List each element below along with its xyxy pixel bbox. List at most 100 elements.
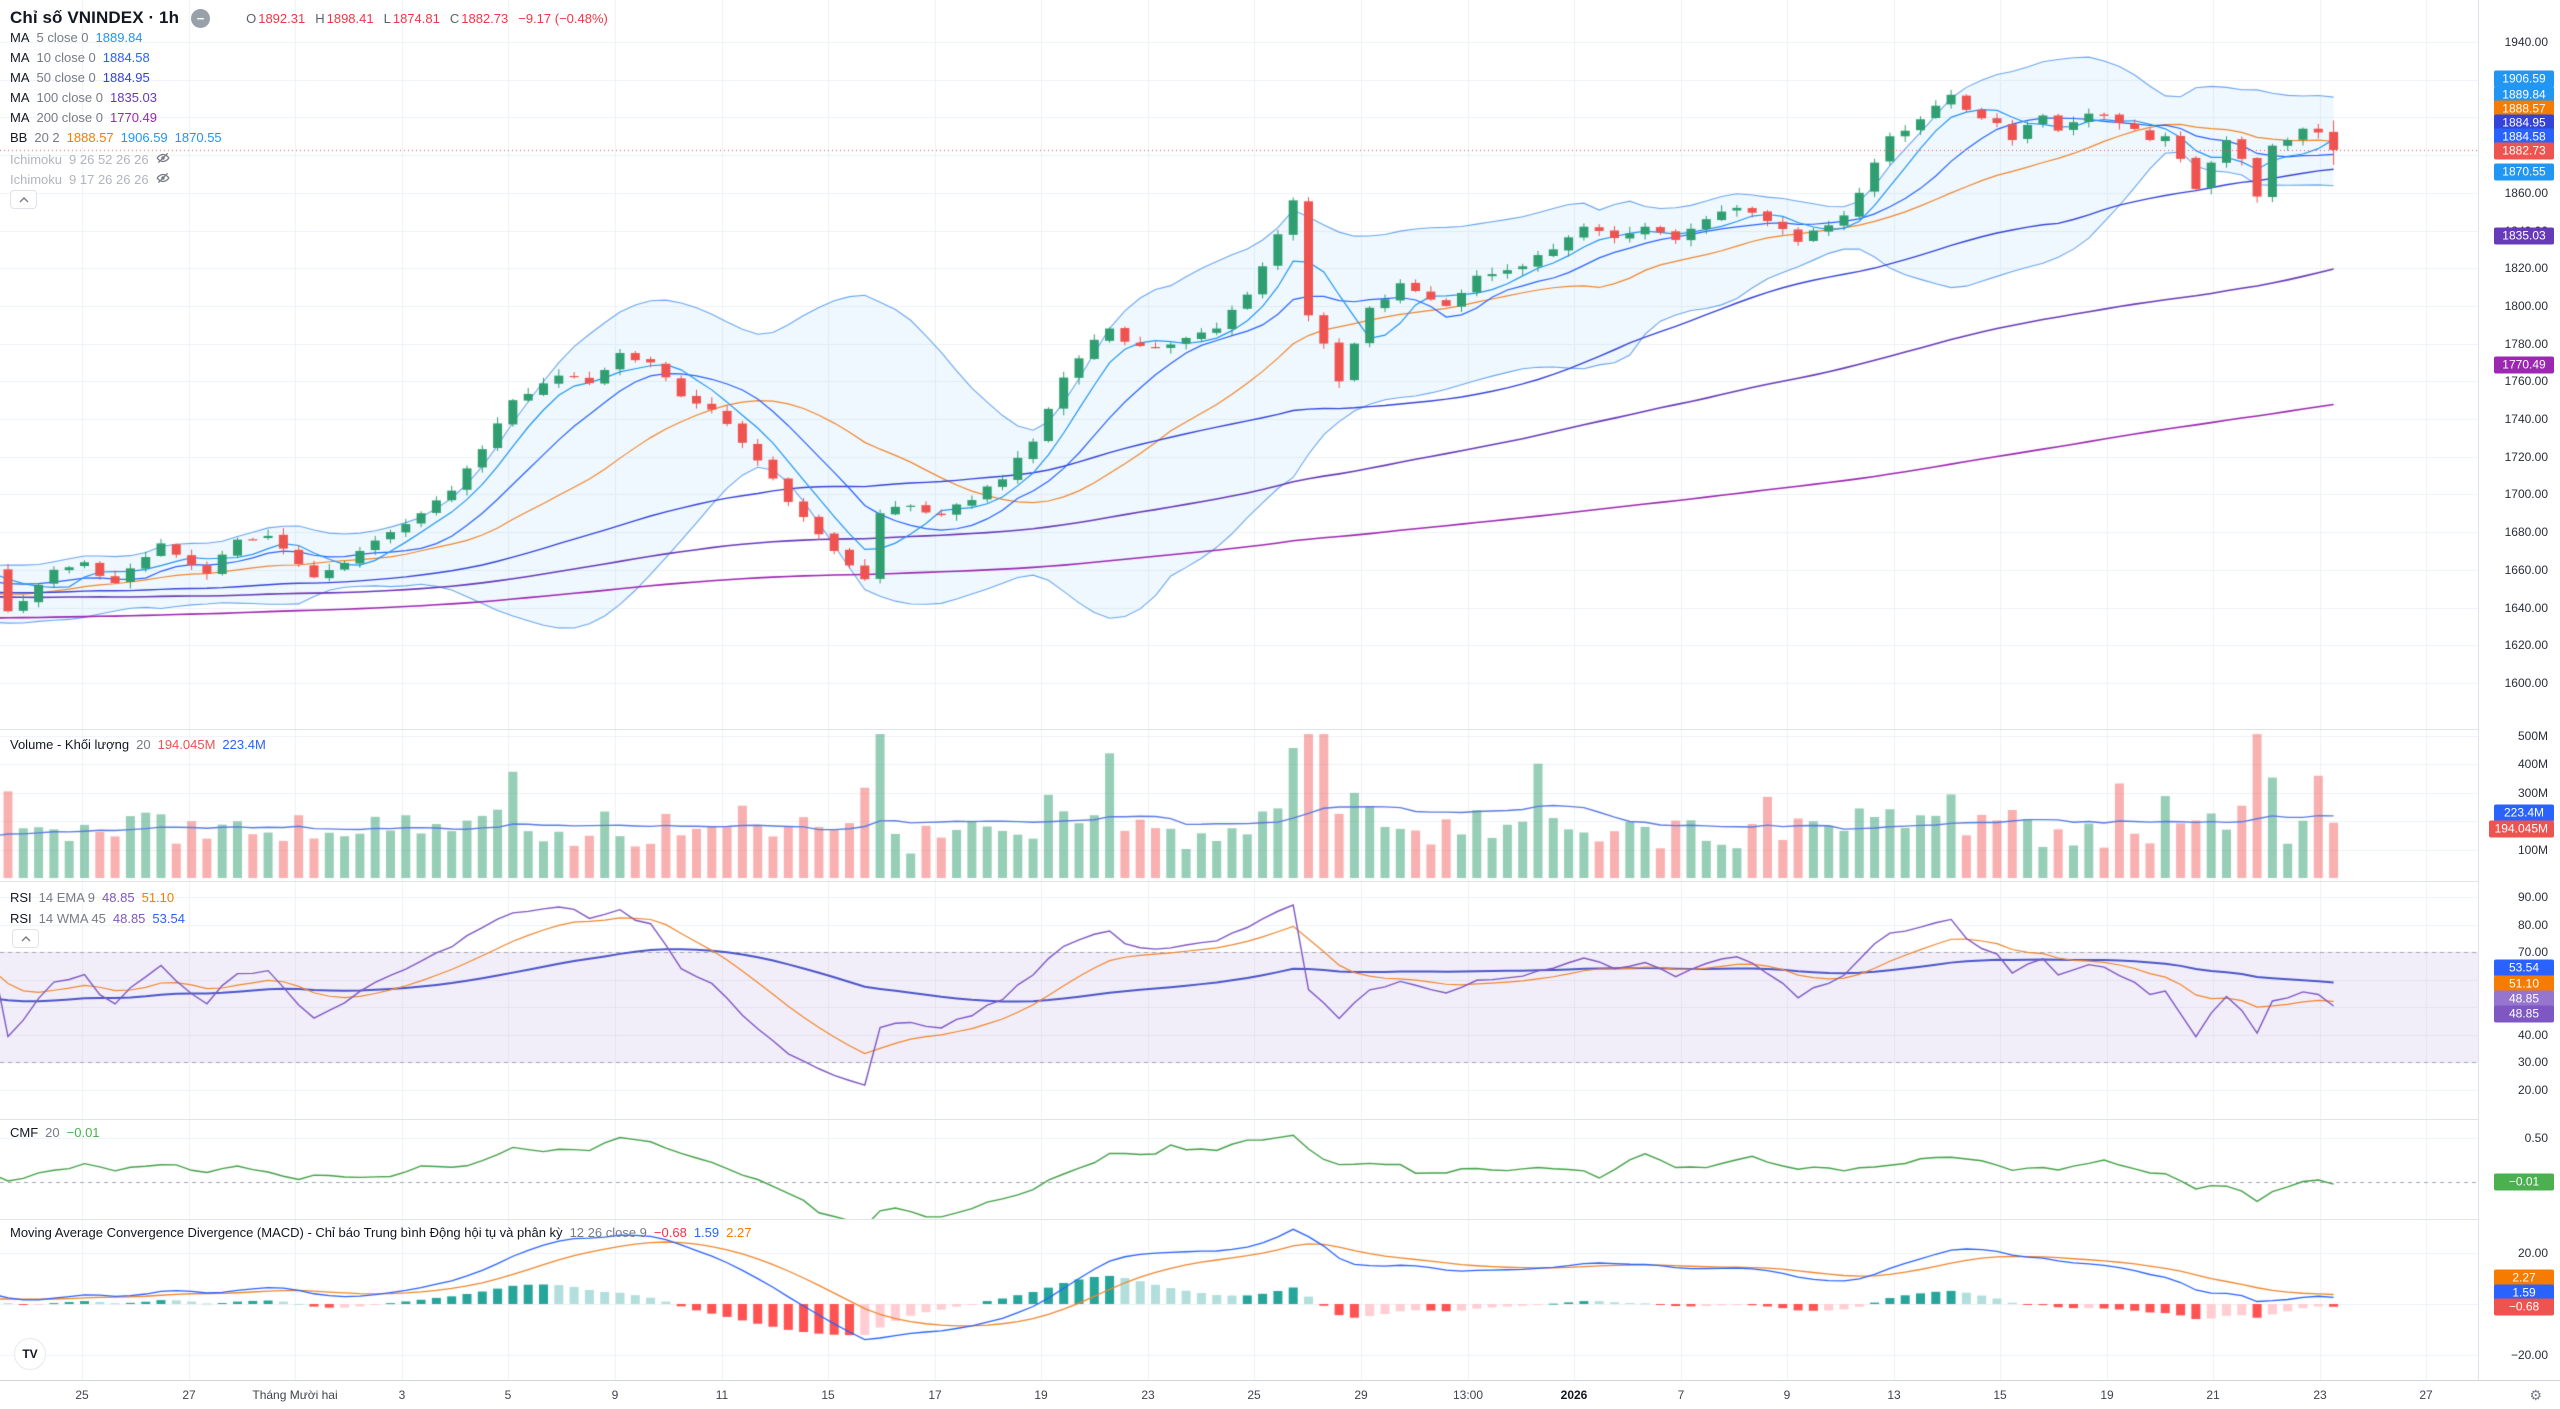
- indicator-params: 20: [45, 1125, 60, 1140]
- eye-off-icon[interactable]: [156, 172, 170, 187]
- indicator-params: 5 close 0: [36, 29, 89, 45]
- indicator-params: 9 17 26 26 26: [69, 171, 149, 187]
- cmf-pane-header[interactable]: CMF 20 −0.01: [10, 1125, 100, 1140]
- indicator-params: 10 close 0: [36, 49, 96, 65]
- ohlc-value: 1898.41: [326, 10, 374, 26]
- volume-pane-header[interactable]: Volume - Khối lượng 20 194.045M 223.4M: [10, 737, 266, 752]
- time-label: 9: [1783, 1388, 1791, 1402]
- scale-badge: 1906.59: [2494, 70, 2554, 88]
- indicator-value: 51.10: [141, 890, 175, 905]
- pane-divider[interactable]: [0, 1219, 2560, 1220]
- scale-tick: 1940.00: [2504, 35, 2548, 49]
- collapse-rsi-button[interactable]: [12, 929, 39, 948]
- scale-tick: 90.00: [2517, 890, 2548, 904]
- scale-badge: 2.27: [2494, 1269, 2554, 1287]
- indicator-value: 1835.03: [110, 89, 157, 105]
- scale-tick: 1860.00: [2504, 185, 2548, 200]
- indicator-value: 1884.95: [102, 69, 150, 85]
- symbol-title[interactable]: Chỉ số VNINDEX · 1h: [10, 8, 180, 27]
- indicator-value: 1884.58: [102, 49, 150, 65]
- legend-row-ichimoku-6[interactable]: Ichimoku 9 26 52 26 26: [10, 150, 170, 168]
- scale-tick: 1720.00: [2504, 449, 2548, 464]
- scale-badge: 48.85: [2494, 1005, 2554, 1023]
- indicator-name: Volume - Khối lượng: [10, 737, 130, 752]
- ohlc-label: H: [315, 10, 325, 26]
- price-scale[interactable]: 1940.001920.001900.001880.001860.001840.…: [2478, 0, 2560, 1380]
- legend-row-ichimoku-7[interactable]: Ichimoku 9 17 26 26 26: [10, 170, 170, 188]
- indicator-value: 48.85: [102, 890, 135, 905]
- scale-tick: 70.00: [2517, 945, 2548, 960]
- scale-badge: −0.01: [2494, 1173, 2554, 1191]
- ohlc-l: L 1874.81: [384, 11, 440, 26]
- indicator-value: 194.045M: [157, 737, 216, 752]
- scale-tick: 0.50: [2524, 1131, 2548, 1145]
- indicator-params: 20: [136, 737, 151, 752]
- indicator-value: −0.01: [66, 1125, 100, 1140]
- time-label: 7: [1677, 1388, 1685, 1402]
- eye-off-icon[interactable]: [156, 152, 170, 167]
- scale-tick: 1640.00: [2504, 600, 2548, 615]
- legend-row-bb-5[interactable]: BB 20 2 1888.57 1906.59 1870.55: [10, 128, 222, 146]
- ohlc-label: L: [383, 10, 391, 26]
- pane-divider[interactable]: [0, 881, 2560, 882]
- legend-row-ma-1[interactable]: MA 10 close 0 1884.58: [10, 48, 150, 66]
- legend-row-ma-0[interactable]: MA 5 close 0 1889.84: [10, 28, 143, 46]
- indicator-name: MA: [10, 89, 30, 105]
- scale-badge: 1882.73: [2494, 142, 2554, 160]
- time-label: 15: [1993, 1388, 2007, 1402]
- indicator-value: 1770.49: [110, 109, 157, 125]
- scale-badge: 223.4M: [2494, 804, 2554, 822]
- minus-circle-icon[interactable]: −: [191, 8, 211, 28]
- ohlc-values: O 1892.31 H 1898.41 L 1874.81 C 1882.73: [246, 11, 508, 26]
- time-label: 25: [1247, 1388, 1261, 1402]
- pane-divider[interactable]: [0, 1119, 2560, 1120]
- pane-divider[interactable]: [0, 729, 2560, 730]
- indicator-value: 1888.57: [66, 129, 114, 145]
- ohlc-c: C 1882.73: [450, 11, 508, 26]
- scale-tick: 30.00: [2517, 1055, 2548, 1070]
- rsi-legend-row-0[interactable]: RSI 14 EMA 9 48.85 51.10: [10, 890, 174, 905]
- collapse-legend-button[interactable]: [10, 190, 37, 209]
- legend-row-ma-3[interactable]: MA 100 close 0 1835.03: [10, 88, 157, 106]
- indicator-name: MA: [10, 109, 30, 125]
- scale-tick: 1660.00: [2504, 562, 2548, 577]
- scale-badge: 1870.55: [2494, 163, 2554, 181]
- ohlc-value: 1882.73: [461, 10, 509, 26]
- indicator-params: 100 close 0: [36, 89, 104, 105]
- scale-badge: 1884.95: [2494, 114, 2554, 132]
- rsi-legend-row-1[interactable]: RSI 14 WMA 45 48.85 53.54: [10, 911, 185, 926]
- time-label: Tháng Mười hai: [252, 1388, 338, 1402]
- indicator-name: RSI: [10, 890, 32, 905]
- scale-tick: 400M: [2517, 757, 2548, 771]
- indicator-value: −0.68: [653, 1225, 687, 1240]
- time-label: 19: [2100, 1388, 2114, 1402]
- indicator-value: 1889.84: [95, 29, 143, 45]
- indicator-value: 53.54: [152, 911, 185, 926]
- scale-badge: 53.54: [2494, 959, 2554, 977]
- chevron-up-icon: [19, 196, 28, 202]
- chart-canvas[interactable]: [0, 0, 2478, 1380]
- indicator-name: CMF: [10, 1125, 39, 1140]
- gear-icon[interactable]: ⚙: [2529, 1387, 2542, 1403]
- price-change: −9.17 (−0.48%): [518, 10, 608, 26]
- time-label: 2026: [1560, 1388, 1588, 1402]
- scale-tick: 1680.00: [2504, 525, 2548, 540]
- scale-tick: 1740.00: [2504, 412, 2548, 426]
- ohlc-h: H 1898.41: [315, 11, 373, 26]
- indicator-params: 12 26 close 9: [569, 1225, 647, 1240]
- scale-tick: 300M: [2517, 785, 2548, 800]
- scale-badge: −0.68: [2494, 1298, 2554, 1316]
- tradingview-logo-icon[interactable]: TV: [14, 1338, 46, 1370]
- indicator-name: BB: [10, 129, 28, 145]
- indicator-value: 1.59: [693, 1225, 720, 1240]
- indicator-value: 2.27: [726, 1225, 752, 1240]
- scale-tick: 20.00: [2517, 1083, 2548, 1097]
- time-axis[interactable]: ⚙ 25 27 Tháng Mười hai 3 5 9 11 15 17 19 23 25 29 13:…: [0, 1380, 2560, 1409]
- macd-pane-header[interactable]: Moving Average Convergence Divergence (M…: [10, 1225, 751, 1240]
- legend-row-ma-2[interactable]: MA 50 close 0 1884.95: [10, 68, 150, 86]
- scale-tick: 80.00: [2517, 917, 2548, 932]
- indicator-params: 20 2: [34, 129, 60, 145]
- scale-tick: 1760.00: [2504, 374, 2548, 389]
- indicator-params: 14 WMA 45: [38, 911, 106, 926]
- legend-row-ma-4[interactable]: MA 200 close 0 1770.49: [10, 108, 157, 126]
